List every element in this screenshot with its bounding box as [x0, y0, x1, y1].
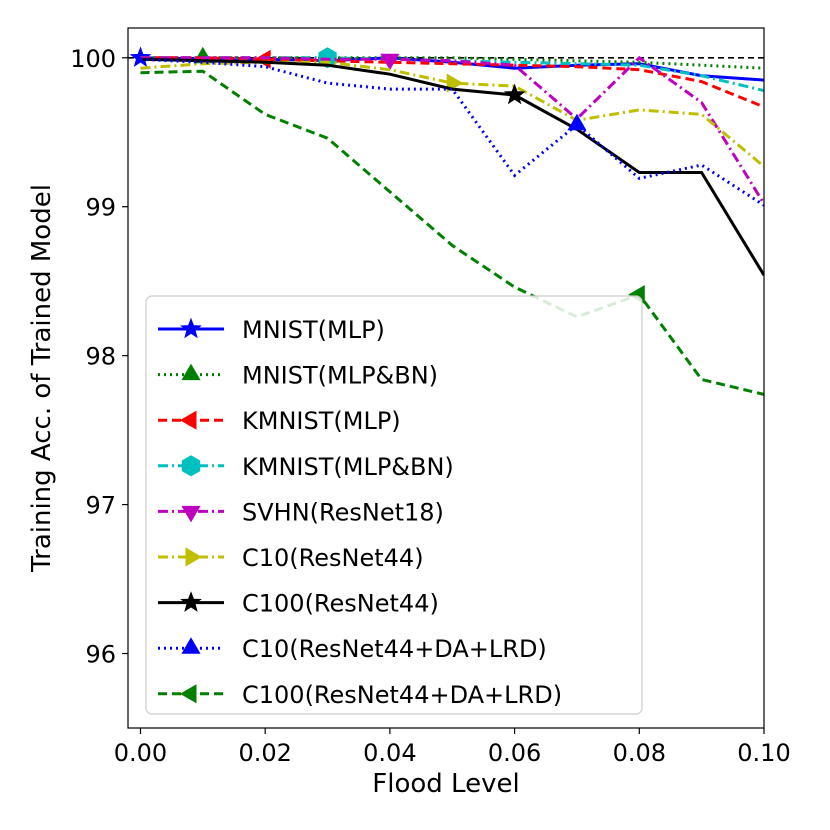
legend-marker-1: [181, 363, 201, 381]
legend-marker-5: [185, 547, 202, 567]
legend-marker-6: [180, 591, 202, 612]
series-line-4: [140, 55, 764, 205]
x-tick-label: 0.00: [114, 739, 167, 767]
legend: MNIST(MLP) MNIST(MLP&BN) KMNIST(MLP) KMNIST…: [145, 295, 643, 715]
x-axis-label: Flood Level: [372, 769, 519, 799]
series-marker-4: [380, 53, 400, 71]
series-marker-7: [567, 113, 587, 131]
legend-entry-label: C100(ResNet44): [242, 590, 439, 618]
legend-marker-2: [180, 410, 197, 430]
series-line-6: [140, 57, 764, 276]
x-tick-label: 0.02: [238, 739, 291, 767]
series-marker-6: [503, 83, 526, 105]
legend-entry-label: KMNIST(MLP&BN): [242, 453, 454, 481]
legend-entry-label: MNIST(MLP): [242, 316, 385, 344]
legend-entry-label: SVHN(ResNet18): [242, 498, 444, 526]
series-line-8: [140, 69, 764, 396]
legend-marker-4: [181, 505, 201, 523]
y-tick-label: 99: [85, 194, 116, 222]
y-tick-label: 98: [85, 343, 116, 371]
x-tick-label: 0.04: [363, 739, 416, 767]
plot-area: [128, 46, 764, 396]
legend-box: [145, 295, 643, 715]
legend-marker-7: [181, 637, 201, 654]
tick-labels: 0.00 0.02 0.04 0.06 0.08 0.10 96 97 98 99 100: [70, 45, 791, 767]
legend-entry-label: C100(ResNet44+DA+LRD): [242, 681, 562, 709]
legend-entry-label: MNIST(MLP&BN): [242, 362, 438, 390]
x-tick-label: 0.10: [737, 739, 790, 767]
x-tick-label: 0.06: [488, 739, 541, 767]
y-tick-label: 97: [85, 492, 116, 520]
axes: [122, 27, 765, 734]
legend-entry-label: C10(ResNet44): [242, 544, 424, 572]
axes-frame: [127, 27, 765, 729]
legend-marker-8: [180, 684, 197, 704]
legend-entry-label: C10(ResNet44+DA+LRD): [242, 635, 547, 663]
y-tick-label: 100: [70, 45, 116, 73]
legend-marker-3: [181, 455, 201, 477]
legend-entry-label: KMNIST(MLP): [242, 407, 401, 435]
legend-marker-0: [180, 317, 202, 339]
y-axis-label: Training Acc. of Trained Model: [27, 184, 57, 573]
x-tick-label: 0.08: [613, 739, 666, 767]
y-tick-label: 96: [85, 641, 116, 669]
